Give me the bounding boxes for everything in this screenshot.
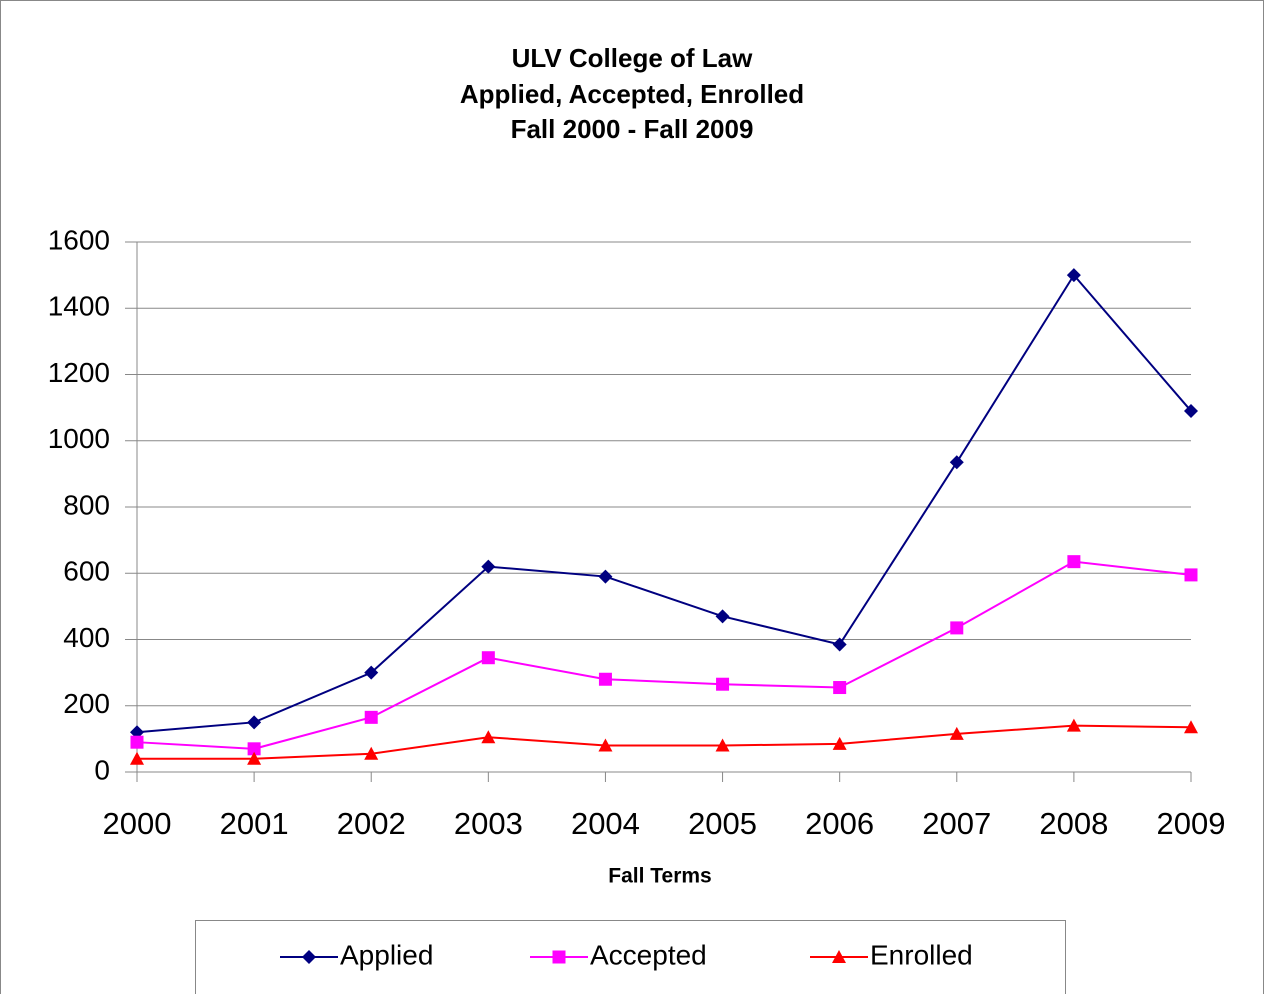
data-point — [715, 738, 730, 752]
legend-marker — [832, 950, 846, 963]
x-tick-label: 2007 — [922, 806, 991, 841]
data-point — [832, 736, 847, 750]
y-tick-label: 1400 — [48, 291, 110, 322]
data-point — [833, 681, 847, 695]
legend-label: Accepted — [590, 939, 707, 970]
y-tick-label: 1000 — [48, 423, 110, 454]
y-tick-label: 400 — [63, 622, 110, 653]
data-point — [950, 621, 964, 635]
data-point — [598, 738, 613, 752]
data-point — [364, 710, 378, 724]
data-point — [1184, 403, 1198, 418]
x-tick-label: 2005 — [688, 806, 757, 841]
legend-label: Applied — [340, 939, 433, 970]
legend-label: Enrolled — [870, 939, 973, 970]
x-tick-label: 2006 — [805, 806, 874, 841]
data-point — [481, 651, 495, 665]
x-tick-label: 2004 — [571, 806, 640, 841]
y-tick-label: 1600 — [48, 224, 110, 255]
data-point — [716, 677, 730, 691]
data-point — [1066, 268, 1081, 283]
series-line — [136, 560, 1192, 750]
data-point — [1184, 568, 1198, 582]
x-tick-label: 2003 — [454, 806, 523, 841]
data-point — [247, 751, 262, 765]
data-point — [481, 559, 496, 574]
data-point — [949, 726, 964, 740]
chart-title: ULV College of Law — [512, 43, 754, 73]
chart-title: Fall 2000 - Fall 2009 — [511, 114, 754, 144]
x-tick-label: 2008 — [1039, 806, 1108, 841]
y-tick-label: 800 — [63, 489, 110, 520]
legend-box — [195, 920, 1066, 994]
x-tick-label: 2000 — [103, 806, 172, 841]
data-point — [1067, 555, 1081, 569]
chart-title: Applied, Accepted, Enrolled — [460, 79, 804, 109]
series-line — [136, 273, 1192, 734]
data-point — [598, 569, 613, 584]
data-point — [832, 637, 847, 652]
data-point — [130, 751, 144, 765]
data-point — [481, 730, 496, 744]
data-point — [1066, 718, 1081, 732]
legend-marker — [302, 950, 316, 964]
x-tick-label: 2001 — [220, 806, 289, 841]
y-tick-label: 0 — [94, 754, 110, 785]
data-point — [247, 715, 262, 730]
data-point — [715, 609, 730, 624]
series-line — [137, 724, 1192, 760]
x-tick-label: 2002 — [337, 806, 406, 841]
data-point — [1184, 720, 1198, 734]
y-tick-label: 600 — [63, 556, 110, 587]
data-point — [247, 742, 261, 756]
x-tick-label: 2009 — [1157, 806, 1226, 841]
data-point — [364, 746, 379, 760]
legend-marker — [552, 950, 566, 964]
y-tick-label: 1200 — [48, 357, 110, 388]
data-point — [364, 665, 379, 680]
x-axis-title: Fall Terms — [608, 865, 711, 888]
y-tick-label: 200 — [63, 688, 110, 719]
data-point — [949, 455, 964, 470]
data-point — [598, 672, 612, 686]
data-point — [130, 735, 144, 749]
